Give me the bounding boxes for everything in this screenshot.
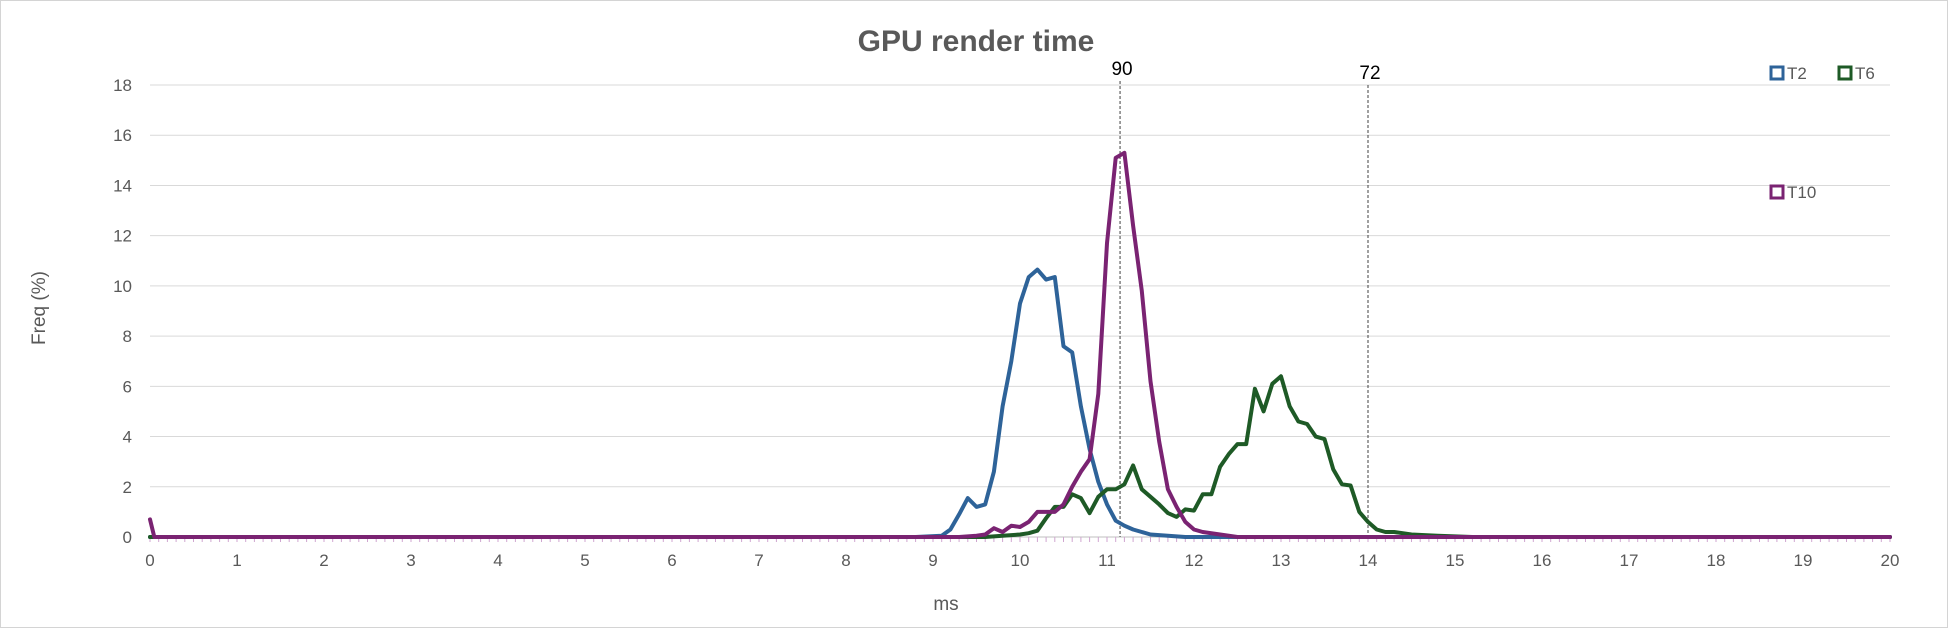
x-tick-label: 11: [1098, 551, 1116, 570]
x-tick-label: 6: [667, 551, 676, 570]
series-line-t2: [148, 267, 1892, 539]
y-tick-label: 12: [113, 227, 132, 246]
x-tick-label: 13: [1272, 551, 1291, 570]
y-tick-label: 8: [123, 327, 132, 346]
x-axis-tick-labels: 0 1 2 3 4 5 6 7 8 9 10 11 12 13 14 15 16 17 18 19 20: [145, 551, 1899, 570]
x-axis-minor-ticks: [149, 537, 1891, 542]
series-line-t6: [148, 374, 1892, 539]
y-tick-label: 10: [113, 277, 132, 296]
x-tick-label: 3: [406, 551, 415, 570]
legend-label-t10: T10: [1787, 183, 1816, 202]
x-axis-title: ms: [933, 594, 958, 615]
x-tick-label: 19: [1794, 551, 1813, 570]
x-tick-label: 15: [1446, 551, 1465, 570]
x-tick-label: 20: [1881, 551, 1900, 570]
legend-swatch-t2: [1769, 65, 1785, 81]
x-tick-label: 16: [1533, 551, 1552, 570]
x-tick-label: 8: [841, 551, 850, 570]
series-line-t10: [148, 150, 1892, 539]
x-tick-label: 0: [145, 551, 154, 570]
legend-swatch-t6: [1837, 65, 1853, 81]
chart-title: GPU render time: [858, 25, 1095, 58]
y-tick-label: 6: [123, 377, 132, 396]
y-tick-label: 16: [113, 126, 132, 145]
y-axis-tick-labels: 0 2 4 6 8 10 12 14 16 18: [113, 76, 132, 547]
y-tick-label: 18: [113, 76, 132, 95]
x-tick-label: 7: [754, 551, 763, 570]
x-tick-label: 1: [232, 551, 241, 570]
y-axis-title: Freq (%): [29, 271, 50, 345]
marker-label: 90: [1111, 59, 1132, 80]
legend-label-t6: T6: [1855, 64, 1875, 83]
series-lines: [148, 150, 1892, 539]
legend-label-t2: T2: [1787, 64, 1807, 83]
x-tick-label: 18: [1707, 551, 1726, 570]
gridlines: [150, 84, 1890, 538]
legend: T2 T6 T10: [1769, 64, 1875, 202]
x-tick-label: 12: [1185, 551, 1204, 570]
x-tick-label: 2: [319, 551, 328, 570]
x-tick-label: 4: [493, 551, 502, 570]
reference-markers: 90 72: [1111, 59, 1381, 537]
legend-swatch-t10: [1769, 184, 1785, 200]
y-tick-label: 2: [123, 478, 132, 497]
x-tick-label: 14: [1359, 551, 1378, 570]
x-tick-label: 10: [1011, 551, 1030, 570]
x-tick-label: 9: [928, 551, 937, 570]
y-tick-label: 0: [123, 528, 132, 547]
x-tick-label: 17: [1620, 551, 1639, 570]
y-tick-label: 4: [123, 428, 132, 447]
y-tick-label: 14: [113, 176, 132, 195]
marker-label: 72: [1359, 63, 1380, 84]
x-tick-label: 5: [580, 551, 589, 570]
